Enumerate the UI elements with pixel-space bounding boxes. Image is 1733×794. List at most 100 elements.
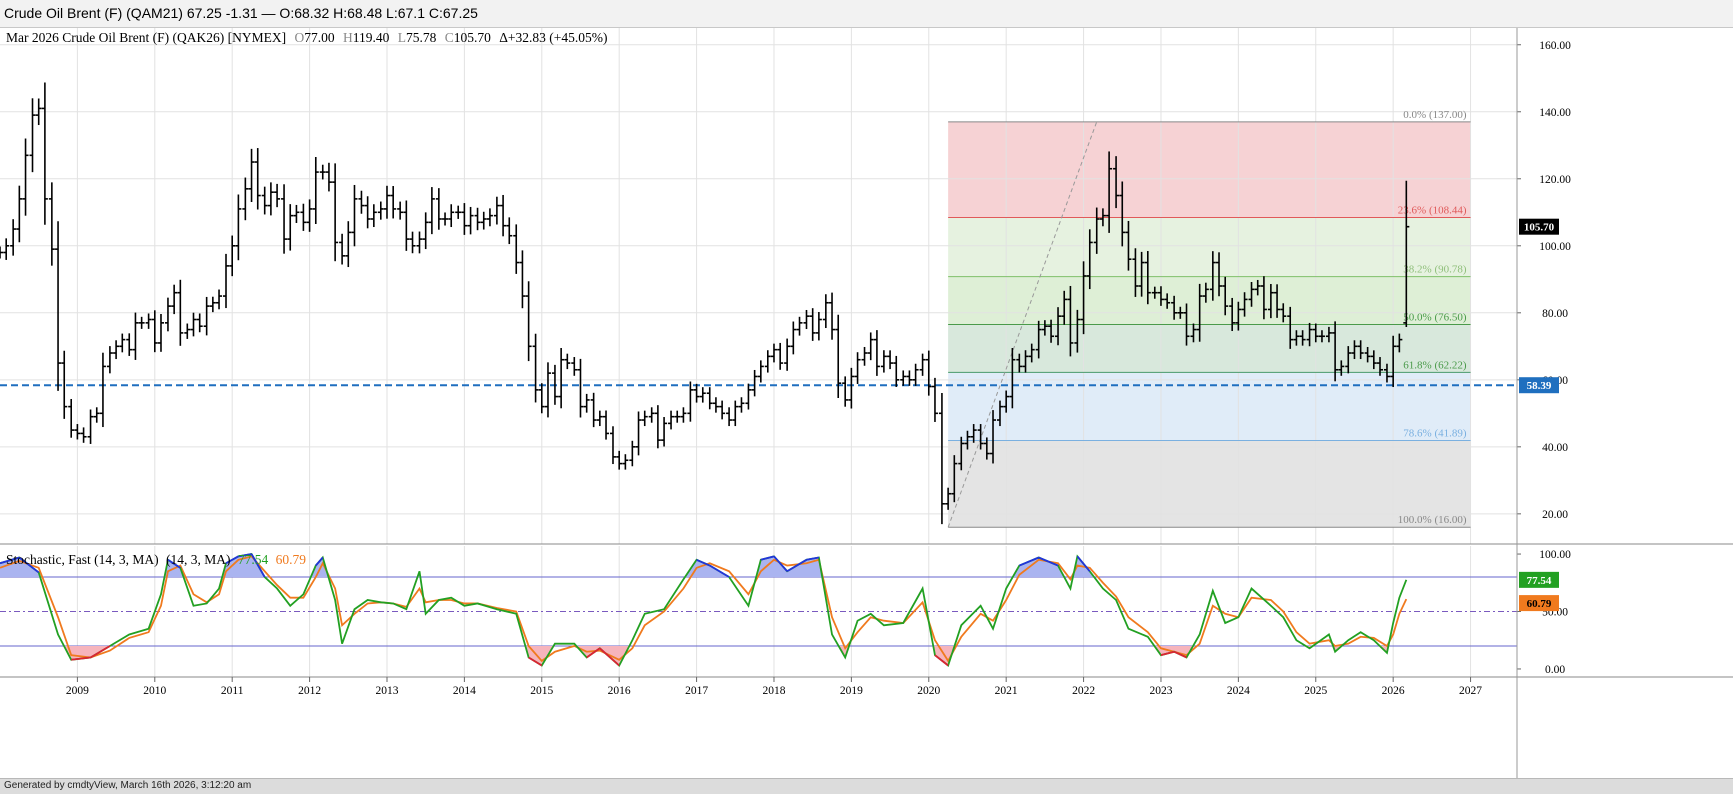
ohlc-bar [126, 333, 133, 356]
ohlc-bar [751, 369, 758, 397]
ohlc-bar [745, 383, 752, 410]
x-tick-label: 2012 [298, 685, 321, 697]
price-legend: Mar 2026 Crude Oil Brent (F) (QAK26) [NY… [6, 30, 608, 45]
ohlc-bar [319, 164, 326, 180]
ohlc-bar [254, 148, 261, 210]
ohlc-bar [351, 184, 358, 247]
ohlc-bar [48, 182, 55, 266]
ohlc-bar [55, 221, 62, 391]
stochastic-k-zone-segment [167, 559, 181, 569]
ohlc-bar [22, 138, 29, 216]
ohlc-bar [1229, 297, 1236, 332]
ohlc-bar [1364, 346, 1371, 363]
ohlc-bar [171, 284, 178, 315]
ohlc-bar [1396, 333, 1403, 353]
x-tick-label: 2013 [375, 685, 398, 697]
ohlc-bar [815, 311, 822, 341]
fibonacci-retracement [948, 121, 1471, 528]
time-axis[interactable]: 2009 2010 2011 2012 2013 2014 2015 2016 2017 2018… [0, 28, 1733, 778]
ohlc-bar [261, 186, 268, 215]
ohlc-bar [0, 246, 3, 259]
ohlc-bar [1151, 286, 1158, 299]
ohlc-bar [1209, 251, 1216, 301]
ohlc-bar [68, 398, 75, 438]
ohlc-bar [1383, 363, 1390, 383]
x-tick-label: 2027 [1459, 685, 1482, 697]
fibonacci-zone [948, 324, 1471, 373]
ohlc-bar [1351, 340, 1358, 360]
ohlc-bar [616, 450, 623, 470]
ohlc-bar [1318, 330, 1325, 343]
stoch-d-badge-label: 60.79 [1527, 598, 1552, 610]
stochastic-k-zone-segment [1038, 556, 1059, 567]
ohlc-bar [1254, 279, 1261, 296]
ohlc-bar [442, 212, 449, 226]
stochastic-k-value: 77.54 [238, 552, 269, 567]
legend-low-label: L [398, 30, 406, 45]
ohlc-bar [564, 353, 571, 370]
ohlc-bar [203, 296, 210, 336]
ohlc-bar [99, 352, 106, 428]
ohlc-bar [1280, 303, 1287, 323]
ohlc-bar [151, 310, 158, 353]
axis-badges: 105.70 58.39 77.54 60.79 [1519, 218, 1559, 612]
ohlc-bar [1306, 322, 1313, 347]
chart-canvas[interactable]: 0.0% (137.00) 23.6% (108.44) 38.2% (90.78)… [0, 28, 1733, 778]
x-tick-label: 2011 [221, 685, 244, 697]
ohlc-bar [854, 352, 861, 384]
ohlc-bar [184, 323, 191, 339]
ohlc-bar [293, 204, 300, 223]
last-price-badge-label: 105.70 [1524, 222, 1555, 234]
ohlc-bar [596, 410, 603, 427]
ohlc-bar [1132, 248, 1139, 297]
ohlc-bar [803, 309, 810, 330]
ohlc-bar [1390, 335, 1397, 388]
ohlc-bar [267, 182, 274, 216]
ohlc-bar [1202, 282, 1209, 303]
ohlc-bar [648, 407, 655, 423]
ohlc-bar [873, 330, 880, 376]
ohlc-bar [467, 206, 474, 235]
price-axis[interactable]: 20.0040.0060.0080.00100.00120.00140.0016… [1517, 40, 1571, 521]
ohlc-bar [332, 163, 339, 262]
ohlc-bar [687, 381, 694, 422]
ohlc-bar [945, 487, 952, 510]
overbought-fill [684, 559, 730, 578]
ohlc-bar [216, 289, 223, 310]
ohlc-bar [861, 346, 868, 366]
window-title-bar: Crude Oil Brent (F) (QAM21) 67.25 -1.31 … [0, 0, 1733, 28]
fibonacci-zone [948, 440, 1471, 528]
fibonacci-levels: 0.0% (137.00) 23.6% (108.44) 38.2% (90.78)… [947, 109, 1471, 528]
x-tick-label: 2015 [530, 685, 553, 697]
ohlc-bar [661, 417, 668, 447]
ohlc-bar [867, 332, 874, 361]
ohlc-bar [145, 313, 152, 329]
stochastic-k-zone-segment [1076, 555, 1091, 572]
ohlc-bar [87, 409, 94, 444]
stochastic-k-zone-segment [238, 553, 252, 558]
ohlc-bar [796, 316, 803, 336]
ohlc-bar [1035, 320, 1042, 359]
ohlc-bar [242, 177, 249, 221]
ohlc-bar [996, 400, 1003, 427]
stoch-d-badge [1519, 595, 1559, 612]
ohlc-bar [80, 427, 87, 443]
ohlc-bar [157, 313, 164, 352]
legend-symbol: Mar 2026 Crude Oil Brent (F) (QAK26) [NY… [6, 30, 286, 45]
stochastic-k-zone-segment [786, 559, 807, 573]
y-tick-label: 0.00 [1545, 664, 1565, 676]
ohlc-bar [925, 350, 932, 396]
ohlc-bar [339, 233, 346, 265]
ohlc-bar [1299, 330, 1306, 346]
ohlc-bar [829, 292, 836, 340]
fibonacci-level-label: 38.2% (90.78) [1403, 264, 1467, 276]
stochastic-k-zone-segment [18, 556, 40, 574]
fibonacci-level-label: 61.8% (62.22) [1403, 359, 1467, 371]
stochastic-k-zone-segment [599, 647, 620, 667]
fibonacci-level-label: 50.0% (76.50) [1403, 312, 1467, 324]
ohlc-bar [699, 387, 706, 403]
ohlc-bar [848, 367, 855, 409]
ohlc-bar [1403, 180, 1410, 327]
ohlc-bar [1248, 281, 1255, 307]
